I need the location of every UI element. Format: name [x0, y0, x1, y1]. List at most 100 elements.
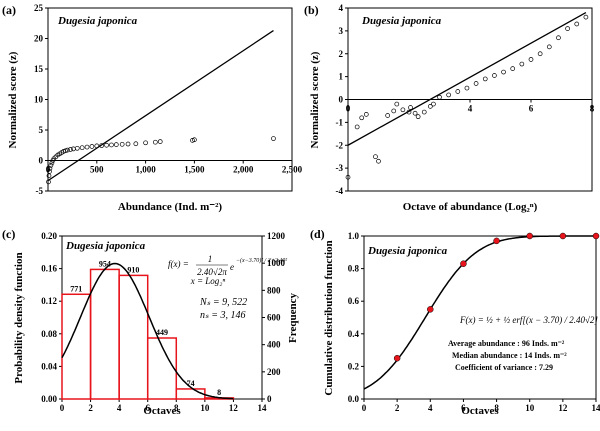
- panel-c-bar: [175, 388, 206, 400]
- panel-a-point: [48, 163, 54, 168]
- panel-a-point: [49, 160, 55, 166]
- panel-d-xtick-label: 6: [461, 403, 466, 413]
- panel-b-ylabel: Normalized score (z): [309, 51, 321, 148]
- panel-a-ylabel: Normalized score (z): [7, 51, 19, 148]
- panel-c-xtick-label: 14: [258, 403, 268, 413]
- panel-a-point: [89, 144, 95, 149]
- panel-c-xtick-label: 0: [60, 403, 65, 413]
- panel-d-xtick-label: 10: [525, 403, 535, 413]
- panel-a-point: [190, 138, 195, 143]
- panel-d-stat-median: Median abundance : 14 Inds. m⁻²: [452, 351, 567, 360]
- panel-a-ytick-label: 25: [34, 3, 44, 13]
- panel-c-bar: [118, 274, 149, 400]
- panel-d-point: [559, 232, 567, 240]
- panel-a-point: [119, 141, 125, 147]
- panel-d-stat-cv: Coefficient of variance : 7.29: [455, 363, 553, 372]
- panel-c-bar-label: 8: [217, 388, 221, 397]
- panel-a-ytick-label: 10: [34, 95, 44, 105]
- panel-c-xtick-label: 6: [145, 403, 150, 413]
- panel-c: (c) Dugesia japonica 0.00 0.04 0.08 0.12 0.1…: [2, 227, 299, 417]
- panel-d-stat-average: Average abundance : 96 Inds. m⁻²: [448, 339, 565, 348]
- panel-b-ytick-label: -1: [336, 117, 344, 127]
- panel-d-ytick-label: 0.4: [348, 329, 360, 339]
- panel-b-ytick-label: -2: [336, 140, 344, 150]
- panel-b-x-ticks: 0 4 6 8: [346, 99, 595, 114]
- panel-c-ytick-right-label: 1200: [267, 231, 286, 241]
- panel-d-title: Dugesia japonica: [367, 245, 448, 257]
- panel-b-ytick-label: 1: [339, 72, 344, 82]
- panel-d-xtick-label: 12: [558, 403, 568, 413]
- panel-c-formula-exp: −(x−3.70)² / 2×2.40²: [236, 257, 287, 264]
- panel-c-formula-xdef: x = Log₂ⁿ: [190, 276, 226, 286]
- panel-c-xtick-label: 2: [88, 403, 93, 413]
- panel-d-point: [493, 237, 500, 245]
- panel-b-point: [363, 112, 369, 117]
- panel-c-bar: [146, 337, 178, 400]
- panel-c-bar-label: 74: [187, 379, 195, 388]
- panel-a-title: Dugesia japonica: [57, 15, 138, 27]
- panel-b-ytick-label: 0: [339, 95, 344, 105]
- panel-b-point: [565, 26, 570, 31]
- panel-c-stat-nx: Nₛ = 9, 522: [199, 297, 247, 308]
- panel-c-bar-label: 910: [127, 265, 139, 274]
- panel-d-frame: [363, 235, 597, 400]
- panel-b-tag: (b): [304, 3, 319, 17]
- panel-b-point: [408, 105, 413, 110]
- panel-d-point: [592, 232, 600, 240]
- panel-b-point: [428, 104, 433, 109]
- panel-a-point: [133, 141, 139, 147]
- panel-a-ytick-label: 20: [34, 34, 44, 44]
- panel-b-point: [437, 94, 442, 100]
- panel-a-point: [79, 145, 85, 151]
- panel-c-tag: (c): [2, 227, 15, 241]
- panel-a-xtick-label: 2,500: [282, 165, 303, 175]
- panel-b-xtick-label: 0: [346, 104, 351, 114]
- panel-a-marks: [46, 30, 292, 185]
- panel-b-point: [473, 81, 479, 86]
- panel-b-point: [446, 92, 451, 98]
- panel-b-point: [359, 115, 365, 121]
- panel-a-y-ticks: -5 0 5 10 15 20 25: [34, 3, 48, 196]
- panel-d-ytick-label: 0.6: [348, 296, 360, 306]
- panel-c-ytick-label: 0.12: [41, 296, 57, 306]
- panel-b-point: [406, 109, 412, 115]
- panel-d-point: [460, 260, 467, 267]
- panel-a: (a) Dugesia japonica -5 0 5 10 15 20 25 0 500 1,…: [2, 3, 303, 213]
- panel-a-xtick-label: 500: [90, 165, 104, 175]
- panel-b-point: [510, 66, 516, 71]
- panel-b-point: [519, 61, 525, 67]
- panel-b-point: [345, 174, 351, 180]
- panel-b-point: [528, 57, 534, 62]
- panel-c-xtick-label: 12: [229, 403, 239, 413]
- panel-c-formula-lhs: f(x) =: [168, 259, 189, 269]
- panel-a-point: [157, 139, 163, 144]
- panel-a-tag: (a): [2, 3, 16, 17]
- panel-b-ytick-label: -4: [336, 186, 344, 196]
- panel-c-bar-label: 954: [99, 259, 111, 268]
- panel-c-ytick-label: 0.00: [41, 394, 57, 404]
- panel-c-ytick-right-label: 0: [267, 394, 272, 404]
- panel-b-point: [501, 69, 506, 75]
- panel-b-point: [455, 89, 461, 94]
- panel-c-formula: f(x) = 1 2.40√2π e −(x−3.70)² / 2×2.40² …: [168, 254, 287, 286]
- panel-d: (d) Dugesia japonica 0.00.20.40.60.81.0 …: [310, 227, 600, 417]
- panel-b-point: [431, 101, 436, 107]
- panel-c-ytick-label: 0.08: [41, 329, 57, 339]
- panel-c-formula-num: 1: [208, 254, 213, 264]
- panel-a-x-ticks: 0 500 1,000 1,500 2,000 2,500: [46, 160, 303, 175]
- panel-b-xlabel: Octave of abundance (Log₂ⁿ): [403, 201, 538, 213]
- panel-d-xtick-label: 14: [592, 403, 600, 413]
- panel-a-point: [84, 144, 90, 150]
- panel-c-pdf-curve: [61, 262, 234, 400]
- panel-c-bar: [61, 293, 92, 400]
- panel-b-point: [373, 154, 378, 160]
- panel-a-point: [153, 139, 158, 145]
- panel-a-point: [47, 166, 53, 171]
- panel-b-point: [385, 113, 390, 118]
- panel-a-xtick-label: 1,500: [184, 165, 205, 175]
- panel-d-formula: F(x) = ½ + ½ erf[(x − 3.70) / 2.40√2]: [459, 315, 598, 325]
- panel-d-cdf-curve: [363, 235, 596, 390]
- panel-a-point: [74, 145, 80, 151]
